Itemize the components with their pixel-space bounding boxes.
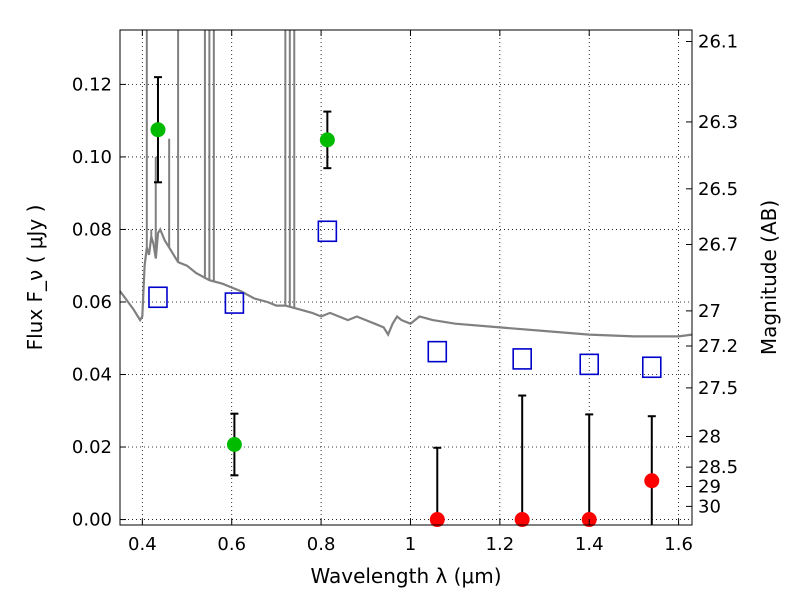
y2-axis-label: Magnitude (AB): [757, 200, 781, 355]
y2-tick-label: 27.5: [698, 378, 738, 399]
detection-point: [226, 436, 242, 452]
y-tick-label: 0.02: [72, 437, 112, 458]
model-flux-square: [427, 340, 448, 363]
x-axis-label: Wavelength λ (μm): [310, 564, 501, 588]
model-flux-square: [641, 356, 662, 379]
upper-limit-point: [644, 473, 660, 489]
x-tick-label: 0.6: [217, 534, 246, 555]
plot-frame: [119, 29, 693, 526]
y-tick-label: 0.00: [72, 510, 112, 531]
y-tick-label: 0.04: [72, 365, 112, 386]
y-tick-label: 0.10: [72, 147, 112, 168]
y2-tick-label: 26.5: [698, 179, 738, 200]
y2-tick-label: 27: [698, 301, 721, 322]
y2-tick-label: 28: [698, 426, 721, 447]
x-tick-label: 1.6: [664, 534, 693, 555]
data-points: [148, 76, 662, 528]
x-tick-label: 0.8: [307, 534, 336, 555]
x-tick-label: 0.4: [128, 534, 157, 555]
model-flux-square: [224, 292, 245, 314]
upper-limit-point: [429, 512, 445, 528]
detection-point: [150, 122, 166, 138]
y-axis-label: Flux F_ν ( μJy ): [23, 205, 47, 351]
y-tick-label: 0.12: [72, 74, 112, 95]
model-flux-square: [512, 348, 532, 370]
y2-tick-label: 29: [698, 476, 721, 497]
y2-tick-label: 26.7: [698, 234, 738, 255]
model-flux-square: [148, 286, 168, 309]
x-tick-label: 1: [405, 534, 416, 555]
y-tick-label: 0.08: [72, 219, 112, 240]
x-tick-label: 1.4: [575, 534, 604, 555]
y2-tick-label: 26.1: [698, 32, 738, 53]
x-tick-label: 1.2: [486, 534, 515, 555]
model-flux-square: [317, 220, 338, 243]
y2-tick-label: 30: [698, 496, 721, 517]
y2-tick-label: 27.2: [698, 336, 738, 357]
axis-ticks: 0.4 0.6 0.8 1 1.2 1.4 1.6 0.00 0.02 0.04 0.06 0.08 0…: [72, 30, 738, 555]
sed-model-curve: [119, 30, 693, 338]
detection-point: [319, 132, 335, 148]
upper-limit-point: [514, 512, 530, 528]
y2-tick-label: 26.3: [698, 112, 738, 133]
y2-tick-label: 28.5: [698, 457, 738, 478]
model-flux-square: [579, 353, 600, 376]
y-tick-label: 0.06: [72, 292, 112, 313]
